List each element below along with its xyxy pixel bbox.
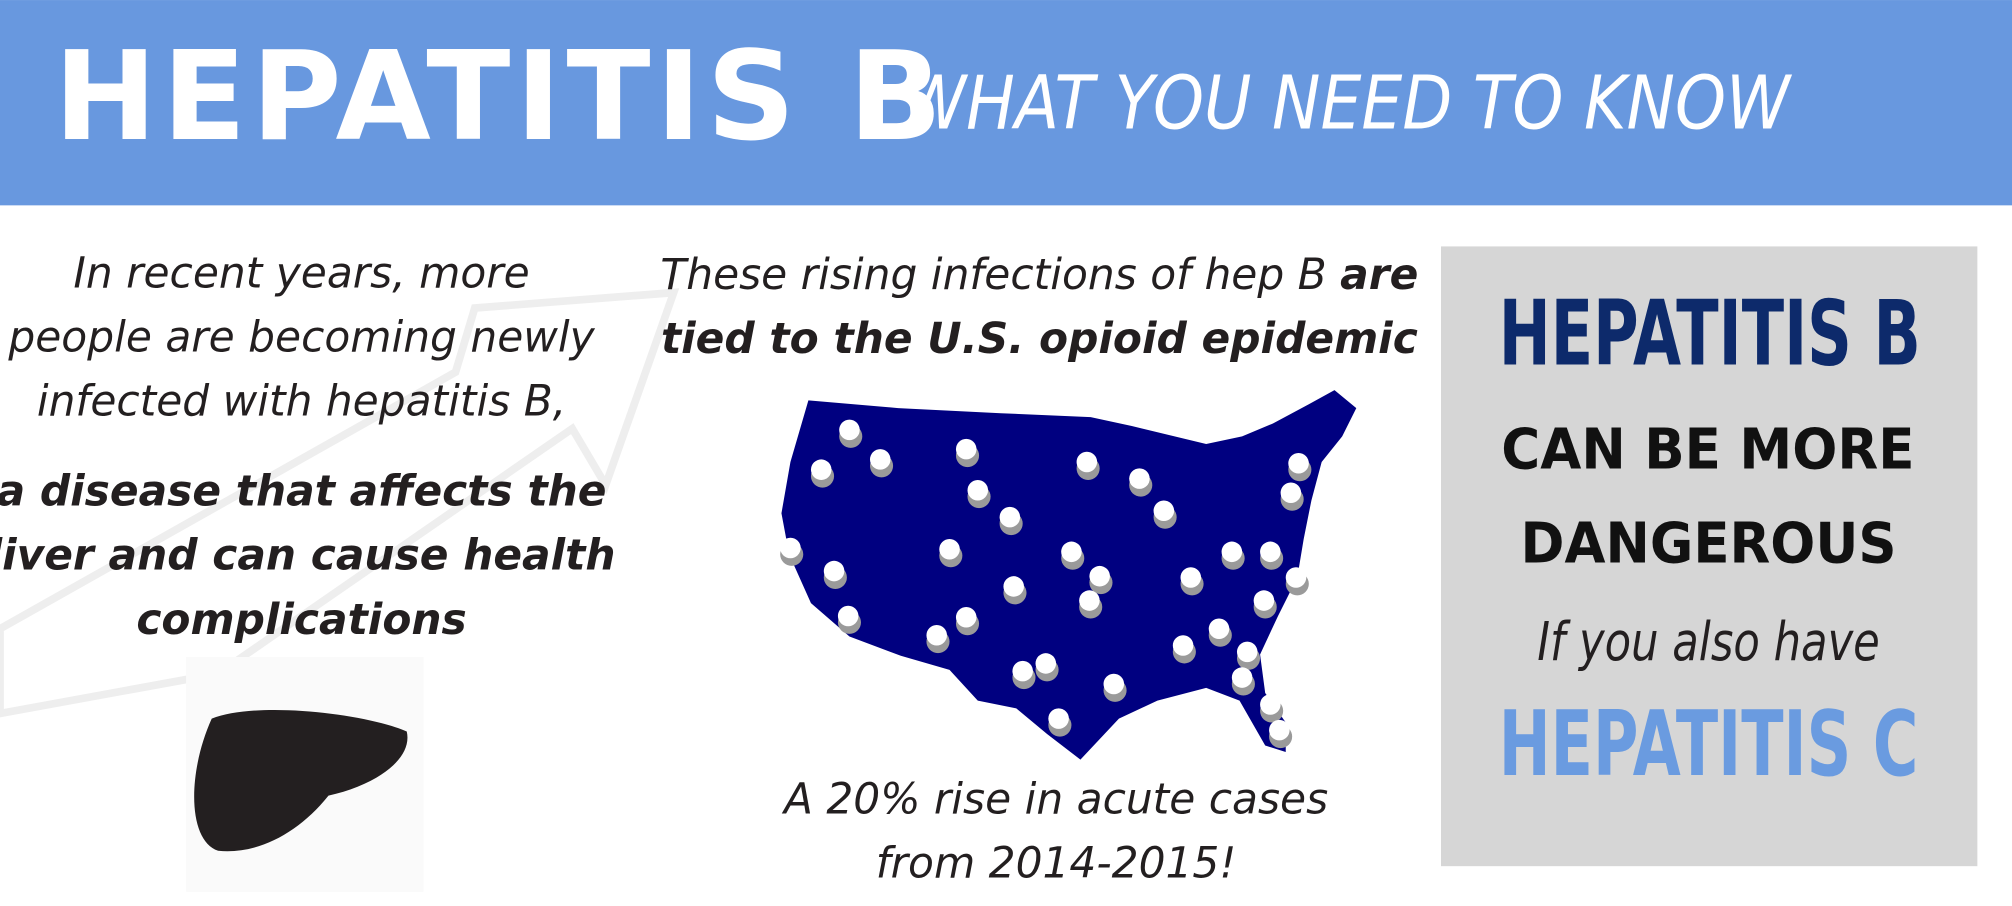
map-pin — [1231, 667, 1253, 688]
arrow-decoration — [0, 288, 680, 718]
map-pin — [1236, 641, 1258, 663]
stat-line: from 2014-2015! — [876, 839, 1237, 888]
map-pin — [1260, 694, 1281, 715]
map-pin — [1153, 500, 1175, 522]
map-pin — [823, 560, 845, 582]
map-pin — [1129, 468, 1150, 489]
map-pin — [1076, 451, 1098, 473]
liver-icon — [194, 709, 408, 852]
map-pin — [955, 606, 977, 628]
callout-box — [1440, 246, 1978, 867]
map-pins — [780, 419, 1312, 749]
callout-line: HEPATITIS C — [1499, 693, 1919, 797]
map-pin — [1260, 541, 1281, 563]
title: HEPATITIS B — [54, 26, 948, 169]
map-pin — [1285, 567, 1307, 588]
map-pin — [1061, 541, 1082, 563]
map-pin — [967, 479, 989, 501]
heading-bold: are — [1340, 250, 1418, 299]
map-pin — [1180, 567, 1202, 588]
us-map — [781, 390, 1357, 760]
emphasis-line: complications — [136, 595, 466, 644]
map-pin — [837, 605, 859, 627]
map-pin — [1280, 482, 1302, 504]
emphasis-line: a disease that affects the — [0, 467, 607, 516]
map-pin — [1269, 719, 1290, 741]
intro-line: In recent years, more — [73, 248, 529, 297]
map-pin — [926, 624, 947, 646]
map-pin — [939, 538, 960, 560]
subtitle: WHAT YOU NEED TO KNOW — [902, 59, 1792, 146]
intro-line: people are becoming newly — [7, 313, 595, 362]
map-pin — [1035, 653, 1057, 674]
stat-line: A 20% rise in acute cases — [781, 775, 1328, 824]
map-pin — [1221, 541, 1243, 563]
map-pin — [955, 438, 977, 460]
heading-regular: These rising infections of hep B — [660, 250, 1326, 299]
heading-bold: tied to the U.S. opioid epidemic — [661, 314, 1418, 363]
map-pin — [839, 419, 860, 441]
map-pin — [1012, 660, 1033, 682]
map-pin — [1253, 590, 1275, 611]
map-pin — [810, 459, 832, 480]
emphasis-line: liver and can cause health — [0, 531, 615, 580]
map-pin — [1003, 576, 1024, 597]
map-pin — [1103, 673, 1125, 695]
middle-heading: These rising infections of hep B are — [660, 250, 1418, 299]
callout-line: CAN BE MORE — [1501, 418, 1914, 483]
map-pin — [999, 506, 1021, 528]
callout-line: DANGEROUS — [1521, 511, 1897, 576]
map-pin — [869, 449, 891, 470]
map-pin — [1288, 453, 1309, 474]
callout-line: If you also have — [1537, 610, 1880, 673]
map-pin — [1089, 565, 1110, 587]
map-pin — [1048, 708, 1069, 729]
header-band — [0, 0, 2012, 206]
map-pin — [1208, 618, 1230, 640]
map-pin — [1172, 635, 1194, 656]
left-column: In recent years, more people are becomin… — [0, 248, 615, 643]
map-pin — [780, 537, 801, 559]
callout: HEPATITIS B CAN BE MORE DANGEROUS If you… — [1499, 282, 1921, 797]
map-pin — [1079, 590, 1100, 611]
callout-line: HEPATITIS B — [1499, 282, 1921, 386]
intro-line: infected with hepatitis B, — [37, 377, 566, 426]
